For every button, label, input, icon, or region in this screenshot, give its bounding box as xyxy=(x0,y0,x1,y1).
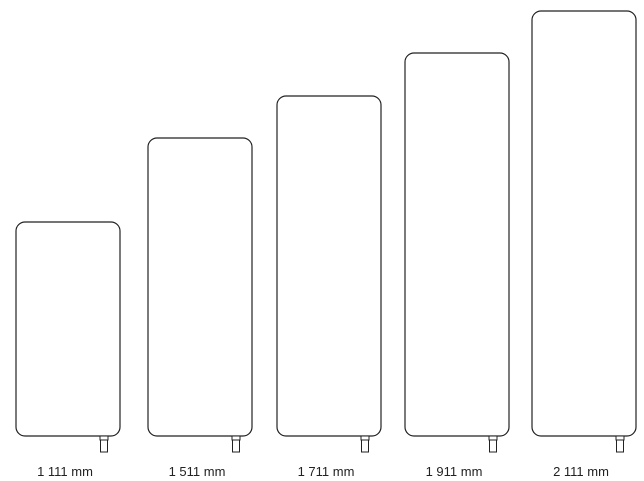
valve-icon xyxy=(615,435,625,453)
valve-icon xyxy=(360,435,370,453)
radiator-body xyxy=(531,10,637,437)
panel-height-label: 1 111 mm xyxy=(37,464,93,479)
radiator-body xyxy=(147,137,253,437)
radiator-panel: 1 111 mm xyxy=(15,221,121,479)
radiator-panel: 1 511 mm xyxy=(147,137,253,479)
radiator-body xyxy=(15,221,121,437)
radiator-body xyxy=(404,52,510,437)
radiator-panel: 2 111 mm xyxy=(531,10,637,479)
radiator-panel: 1 711 mm xyxy=(276,95,382,479)
valve-icon xyxy=(488,435,498,453)
panel-height-label: 1 911 mm xyxy=(426,464,483,479)
panel-height-label: 1 711 mm xyxy=(298,464,355,479)
radiator-body xyxy=(276,95,382,437)
radiator-panel: 1 911 mm xyxy=(404,52,510,479)
panel-height-label: 2 111 mm xyxy=(553,464,609,479)
panel-height-label: 1 511 mm xyxy=(169,464,226,479)
valve-icon xyxy=(231,435,241,453)
panels-group: 1 111 mm 1 511 mm 1 711 mm 1 911 mm 2 111 mm xyxy=(15,10,637,479)
valve-icon xyxy=(99,435,109,453)
